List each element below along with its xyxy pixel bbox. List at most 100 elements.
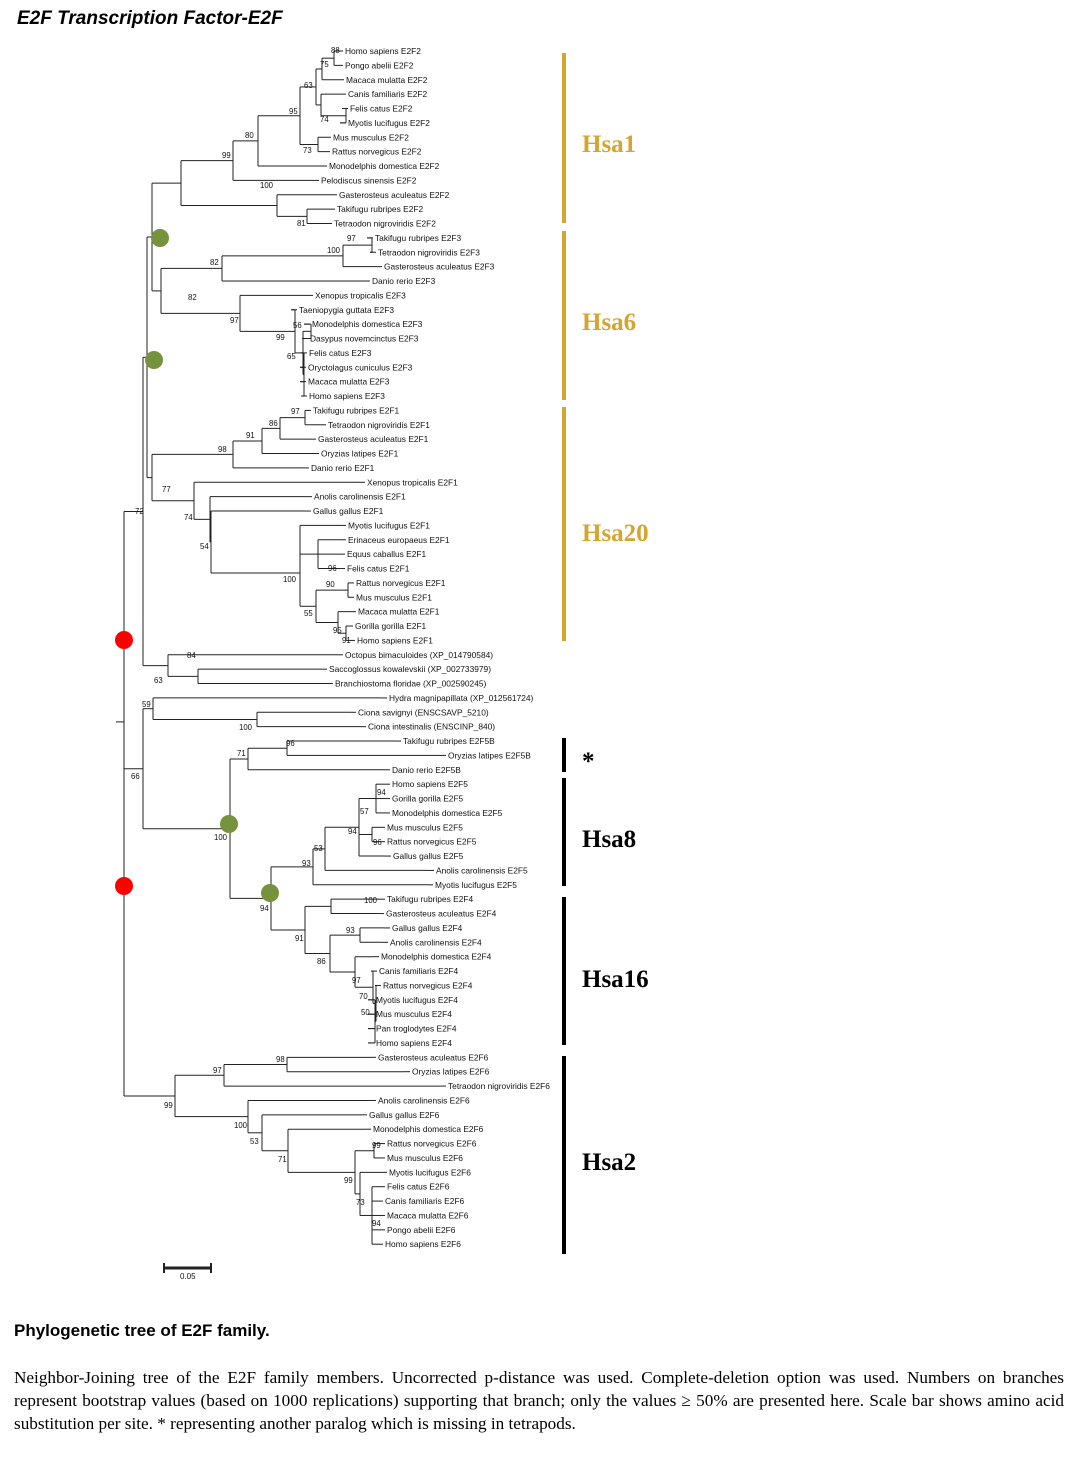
leaf-label: Anolis carolinensis E2F1 — [314, 492, 406, 502]
bootstrap-value: 57 — [360, 807, 369, 816]
bootstrap-value: 71 — [237, 749, 246, 758]
clade-label: Hsa6 — [582, 309, 636, 336]
figure-title: E2F Transcription Factor-E2F — [17, 8, 283, 29]
duplication-node-marker — [115, 877, 133, 895]
bootstrap-value: 82 — [210, 258, 219, 267]
bootstrap-value: 97 — [291, 407, 300, 416]
leaf-label: Macaca mulatta E2F1 — [358, 607, 440, 617]
clade-label: Hsa8 — [582, 826, 636, 853]
leaf-label: Takifugu rubripes E2F1 — [313, 405, 399, 415]
leaf-label: Gallus gallus E2F4 — [392, 923, 463, 933]
bootstrap-value: 71 — [278, 1155, 287, 1164]
leaf-label: Myotis lucifugus E2F4 — [376, 995, 458, 1005]
bootstrap-value: 66 — [131, 772, 140, 781]
leaf-label: Gallus gallus E2F5 — [393, 851, 464, 861]
leaf-label: Taeniopygia guttata E2F3 — [299, 305, 394, 315]
leaf-label: Felis catus E2F3 — [309, 348, 372, 358]
bootstrap-value: 99 — [222, 151, 231, 160]
leaf-label: Pan troglodytes E2F4 — [376, 1024, 457, 1034]
bootstrap-value: 91 — [295, 934, 304, 943]
leaf-label: Gasterosteus aculeatus E2F6 — [378, 1052, 489, 1062]
bootstrap-value: 63 — [304, 81, 313, 90]
bootstrap-value: 88 — [331, 46, 340, 55]
bootstrap-value: 90 — [326, 580, 335, 589]
leaf-label: Erinaceus europaeus E2F1 — [348, 535, 450, 545]
leaf-label: Monodelphis domestica E2F5 — [392, 808, 503, 818]
clade-label: * — [582, 748, 595, 775]
bootstrap-value: 63 — [154, 676, 163, 685]
leaf-label: Myotis lucifugus E2F5 — [435, 880, 517, 890]
leaf-label: Homo sapiens E2F1 — [357, 635, 433, 645]
bootstrap-value: 97 — [213, 1066, 222, 1075]
leaf-label: Hydra magnipapillata (XP_012561724) — [389, 693, 534, 703]
leaf-label: Felis catus E2F6 — [387, 1182, 450, 1192]
bootstrap-value: 77 — [162, 485, 171, 494]
bootstrap-value: 94 — [260, 904, 269, 913]
leaf-label: Anolis carolinensis E2F6 — [378, 1095, 470, 1105]
leaf-label: Rattus norvegicus E2F4 — [383, 980, 473, 990]
leaf-label: Felis catus E2F2 — [350, 104, 413, 114]
bootstrap-value: 86 — [317, 957, 326, 966]
bootstrap-value: 55 — [304, 609, 313, 618]
leaf-label: Octopus bimaculoides (XP_014790584) — [345, 650, 493, 660]
leaf-label: Branchiostoma floridae (XP_002590245) — [335, 679, 487, 689]
bootstrap-value: 86 — [269, 419, 278, 428]
duplication-node-marker — [151, 229, 169, 247]
bootstrap-value: 94 — [348, 827, 357, 836]
bootstrap-value: 74 — [184, 513, 193, 522]
bootstrap-value: 96 — [286, 739, 295, 748]
leaf-label: Canis familiaris E2F4 — [379, 966, 458, 976]
leaf-label: Anolis carolinensis E2F5 — [436, 865, 528, 875]
phylogenetic-tree: Homo sapiens E2F2 Pongo abelii E2F2 Macaca… — [115, 46, 649, 1281]
bootstrap-value: 81 — [297, 219, 306, 228]
leaf-label: Gasterosteus aculeatus E2F2 — [339, 190, 450, 200]
duplication-node-marker — [115, 631, 133, 649]
bootstrap-value: 94 — [377, 788, 386, 797]
leaf-label: Rattus norvegicus E2F5 — [387, 837, 477, 847]
leaf-label: Ciona intestinalis (ENSCINP_840) — [368, 722, 495, 732]
clade-label: Hsa20 — [582, 520, 649, 547]
leaf-label: Monodelphis domestica E2F6 — [373, 1124, 484, 1134]
leaf-label: Saccoglossus kowalevskii (XP_002733979) — [329, 664, 491, 674]
leaf-label: Takifugu rubripes E2F5B — [403, 736, 495, 746]
bootstrap-value: 99 — [344, 1176, 353, 1185]
leaf-label: Takifugu rubripes E2F3 — [375, 233, 461, 243]
bootstrap-value: 50 — [361, 1008, 370, 1017]
clade-label: Hsa2 — [582, 1149, 636, 1176]
bootstrap-value: 82 — [188, 293, 197, 302]
bootstrap-value: 100 — [234, 1121, 248, 1130]
leaf-label: Homo sapiens E2F2 — [345, 46, 421, 56]
leaf-label: Anolis carolinensis E2F4 — [390, 937, 482, 947]
leaf-label: Monodelphis domestica E2F4 — [381, 952, 492, 962]
clade-label: Hsa1 — [582, 131, 636, 158]
clade-brackets: Hsa1 Hsa6 Hsa20 * Hsa8 Hsa16 Hsa2 — [562, 53, 649, 1254]
bootstrap-value: 91 — [342, 636, 351, 645]
bootstrap-value: 100 — [364, 896, 378, 905]
bootstrap-value: 65 — [287, 352, 296, 361]
bootstrap-value: 91 — [246, 431, 255, 440]
bootstrap-value: 98 — [218, 445, 227, 454]
bootstrap-value: 54 — [200, 542, 209, 551]
leaf-label: Danio rerio E2F5B — [392, 765, 461, 775]
node-markers — [115, 229, 279, 902]
leaf-label: Mus musculus E2F2 — [333, 132, 409, 142]
duplication-node-marker — [261, 884, 279, 902]
leaf-label: Oryzias latipes E2F5B — [448, 750, 531, 760]
caption-title: Phylogenetic tree of E2F family. — [14, 1321, 270, 1340]
bootstrap-value: 97 — [347, 234, 356, 243]
bootstrap-value: 98 — [276, 1055, 285, 1064]
leaf-label: Xenopus tropicalis E2F3 — [315, 290, 406, 300]
leaf-label: Canis familiaris E2F2 — [348, 89, 427, 99]
bootstrap-value: 53 — [314, 844, 323, 853]
bootstrap-value: 100 — [283, 575, 297, 584]
leaf-label: Mus musculus E2F6 — [387, 1153, 463, 1163]
leaf-label: Tetraodon nigroviridis E2F6 — [448, 1081, 550, 1091]
leaf-label: Gorilla gorilla E2F5 — [392, 794, 464, 804]
leaf-label: Takifugu rubripes E2F4 — [387, 894, 473, 904]
leaf-label: Homo sapiens E2F6 — [385, 1239, 461, 1249]
leaf-label: Homo sapiens E2F5 — [392, 779, 468, 789]
leaf-label: Macaca mulatta E2F6 — [387, 1210, 469, 1220]
leaf-label: Tetraodon nigroviridis E2F3 — [378, 247, 480, 257]
bootstrap-value: 95 — [289, 107, 298, 116]
